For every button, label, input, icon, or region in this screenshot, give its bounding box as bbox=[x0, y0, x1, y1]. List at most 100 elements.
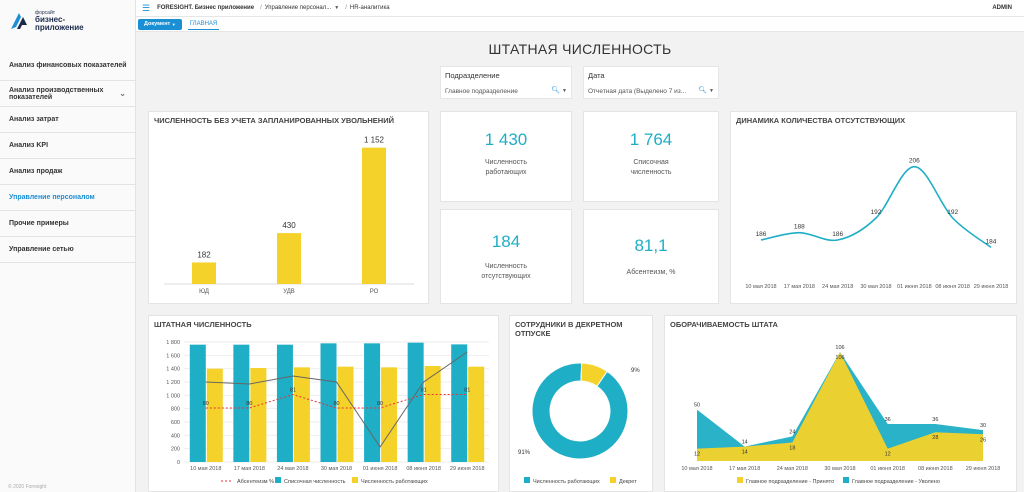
x-tick-label: 30 мая 2018 bbox=[860, 284, 891, 290]
x-tick-label: 24 мая 2018 bbox=[822, 284, 853, 290]
legend-label: Абсентеизм % bbox=[237, 479, 274, 485]
bar-payroll bbox=[364, 343, 381, 462]
data-label: 192 bbox=[871, 209, 882, 216]
breadcrumb-app[interactable]: FORESIGHT. Бизнес приложение bbox=[157, 5, 255, 11]
legend-label: Декрет bbox=[619, 479, 637, 485]
document-button[interactable]: Документ ▼ bbox=[138, 18, 182, 30]
chart-title: СОТРУДНИКИ В ДЕКРЕТНОМ ОТПУСКЕ bbox=[515, 320, 623, 338]
data-label: 12 bbox=[885, 452, 891, 458]
x-tick-label: 29 июня 2018 bbox=[974, 284, 1009, 290]
bar-working bbox=[250, 368, 267, 462]
absent-dynamics-panel: ДИНАМИКА КОЛИЧЕСТВА ОТСУТСТВУЮЩИХ 186 10 … bbox=[730, 111, 1017, 304]
date-filter-value[interactable]: Отчетная дата (Выделено 7 из... bbox=[588, 88, 687, 95]
bar-payroll bbox=[320, 343, 337, 462]
search-icon[interactable]: 🔍︎ bbox=[698, 87, 708, 94]
x-tick-label: 08 июня 2018 bbox=[406, 466, 441, 472]
bar-working bbox=[381, 367, 398, 462]
legend-swatch bbox=[352, 477, 358, 483]
sidebar-item[interactable]: Анализ продаж bbox=[0, 159, 136, 185]
legend-label: Главное подразделение - Принято bbox=[746, 479, 834, 485]
x-tick-label: 30 мая 2018 bbox=[824, 466, 855, 472]
data-label: 80 bbox=[203, 401, 209, 407]
brand-line2: приложение bbox=[35, 23, 84, 32]
data-label: 80 bbox=[333, 401, 339, 407]
chevron-down-icon: ▼ bbox=[171, 21, 176, 27]
chart-title: ЧИСЛЕННОСТЬ БЕЗ УЧЕТА ЗАПЛАНИРОВАННЫХ УВ… bbox=[154, 116, 394, 125]
page-title: ШТАТНАЯ ЧИСЛЕННОСТЬ bbox=[488, 41, 672, 57]
chart-title: ДИНАМИКА КОЛИЧЕСТВА ОТСУТСТВУЮЩИХ bbox=[736, 116, 906, 125]
x-tick-label: 24 мая 2018 bbox=[777, 466, 808, 472]
bar-working bbox=[468, 366, 485, 462]
x-tick-label: 01 июня 2018 bbox=[870, 466, 905, 472]
x-tick-label: 17 мая 2018 bbox=[729, 466, 760, 472]
x-tick-label: 10 мая 2018 bbox=[190, 466, 221, 472]
kpi-card-absenteeism: 81,1 Абсентеизм, % bbox=[583, 209, 719, 304]
kpi-value: 81,1 bbox=[634, 236, 668, 255]
turnover-area-chart: 50 14 24 106 36 36 30 12 14 18 106 12 28 26 10 мая 201… bbox=[681, 345, 1000, 485]
tabbar: Документ ▼ ГЛАВНАЯ bbox=[136, 17, 1024, 32]
data-label: 81 bbox=[464, 388, 470, 394]
sidebar-item[interactable]: Анализ финансовых показателей bbox=[0, 50, 136, 81]
sidebar-item[interactable]: Анализ KPI bbox=[0, 133, 136, 159]
maternity-panel: СОТРУДНИКИ В ДЕКРЕТНОМ ОТПУСКЕ 91% 9% Числ… bbox=[509, 315, 653, 492]
data-label: 186 bbox=[756, 231, 767, 238]
division-filter[interactable]: Подразделение Главное подразделение 🔍︎ ▼ bbox=[440, 66, 572, 99]
data-label: 81 bbox=[290, 388, 296, 394]
breadcrumb-section[interactable]: Управление персонал... bbox=[264, 5, 332, 11]
search-icon[interactable]: 🔍︎ bbox=[551, 87, 561, 94]
chevron-down-icon[interactable]: ▼ bbox=[709, 88, 714, 94]
sidebar-nav: Анализ финансовых показателей Анализ прои… bbox=[0, 50, 136, 263]
y-tick-label: 200 bbox=[171, 447, 180, 453]
bar bbox=[192, 262, 216, 284]
topbar: ☰ FORESIGHT. Бизнес приложение / Управле… bbox=[136, 0, 1024, 17]
x-tick-label: 29 июня 2018 bbox=[450, 466, 485, 472]
legend-label: Численность работающих bbox=[533, 479, 600, 485]
bar-payroll bbox=[189, 344, 206, 462]
data-label: 14 bbox=[742, 440, 748, 446]
chevron-down-icon[interactable]: ⌄ bbox=[119, 89, 126, 98]
kpi-label: Абсентеизм, % bbox=[626, 269, 676, 276]
y-tick-label: 1 400 bbox=[166, 367, 180, 373]
menu-icon[interactable]: ☰ bbox=[142, 2, 151, 13]
division-filter-value[interactable]: Главное подразделение bbox=[445, 88, 518, 95]
kpi-card-absent: 184 Численность отсутствующих bbox=[440, 209, 572, 304]
tab-main[interactable]: ГЛАВНАЯ bbox=[187, 19, 220, 30]
y-tick-label: 600 bbox=[171, 420, 180, 426]
turnover-panel: ОБОРАЧИВАЕМОСТЬ ШТАТА 50 14 24 106 36 36 30 12 1… bbox=[664, 315, 1017, 492]
bar-working bbox=[206, 368, 223, 462]
sidebar-item-label: Анализ KPI bbox=[9, 142, 49, 149]
data-label: 81 bbox=[421, 388, 427, 394]
x-tick-label: 10 мая 2018 bbox=[745, 284, 776, 290]
kpi-label: Численность отсутствующих bbox=[481, 263, 531, 280]
bar-payroll bbox=[407, 342, 424, 462]
logo[interactable]: форсайт бизнес- приложение bbox=[8, 10, 84, 32]
brand-small: форсайт bbox=[35, 10, 56, 16]
x-tick-label: 17 мая 2018 bbox=[234, 466, 265, 472]
kpi-label: Списочная численность bbox=[630, 159, 672, 176]
sidebar-item-label: Прочие примеры bbox=[9, 220, 69, 227]
chevron-down-icon[interactable]: ▼ bbox=[334, 5, 340, 11]
data-label: 106 bbox=[835, 355, 844, 361]
sidebar-item[interactable]: Управление персоналом bbox=[0, 185, 136, 211]
data-label: 186 bbox=[832, 231, 843, 238]
sidebar-item[interactable]: Прочие примеры bbox=[0, 211, 136, 237]
data-label: 182 bbox=[197, 250, 211, 259]
maternity-donut-chart: 91% 9% Численность работающих Декрет bbox=[518, 362, 640, 485]
sidebar-item[interactable]: Анализ производственных показателей ⌄ bbox=[0, 81, 136, 107]
donut-slice bbox=[531, 362, 629, 460]
legend-label: Списочная численность bbox=[284, 479, 346, 485]
sidebar-item[interactable]: Анализ затрат bbox=[0, 107, 136, 133]
bar-payroll bbox=[451, 344, 468, 462]
x-tick-label: 08 июня 2018 bbox=[935, 284, 970, 290]
chevron-down-icon[interactable]: ▼ bbox=[562, 88, 567, 94]
date-filter[interactable]: Дата Отчетная дата (Выделено 7 из... 🔍︎ … bbox=[583, 66, 719, 99]
data-label: 36 bbox=[932, 417, 938, 423]
data-label: 192 bbox=[947, 209, 958, 216]
sidebar-item[interactable]: Управление сетью bbox=[0, 237, 136, 263]
user-menu[interactable]: ADMIN bbox=[992, 5, 1012, 11]
kpi-value: 1 430 bbox=[484, 130, 528, 149]
brand-line1: бизнес- bbox=[35, 15, 66, 24]
x-tick-label: 08 июня 2018 bbox=[918, 466, 953, 472]
headcount-bar-chart: 182 ЮД 430 УДВ 1 152 РО bbox=[164, 136, 414, 295]
x-tick-label: 01 июня 2018 bbox=[363, 466, 398, 472]
